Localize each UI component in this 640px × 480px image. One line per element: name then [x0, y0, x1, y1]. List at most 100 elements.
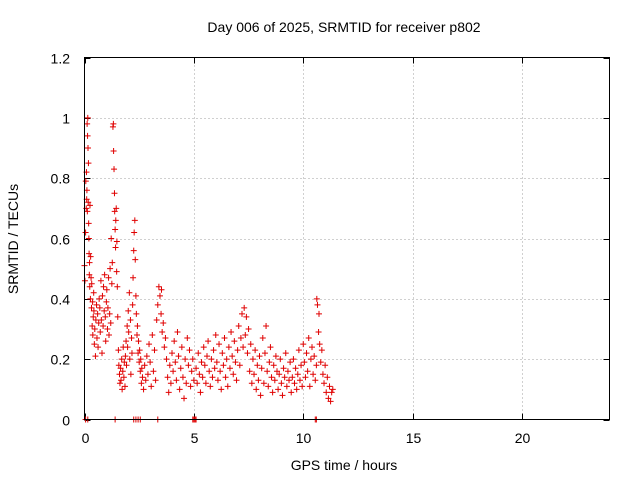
- data-point: [139, 374, 146, 381]
- data-point: [149, 332, 156, 339]
- data-point: [88, 274, 95, 281]
- data-point: [162, 335, 169, 342]
- data-point: [114, 283, 121, 290]
- data-point: [232, 359, 239, 366]
- data-point: [134, 332, 140, 339]
- data-point: [115, 347, 122, 354]
- data-point: [151, 347, 158, 354]
- data-point: [120, 374, 127, 381]
- data-point: [111, 166, 118, 173]
- data-point: [322, 362, 329, 369]
- data-point: [84, 114, 91, 121]
- data-point: [136, 359, 143, 366]
- data-point: [86, 202, 93, 209]
- data-point: [292, 365, 299, 372]
- data-point: [124, 322, 131, 329]
- data-point: [219, 350, 226, 357]
- data-point: [146, 341, 153, 348]
- data-point: [275, 386, 282, 393]
- data-point: [319, 371, 326, 378]
- data-point: [239, 310, 245, 317]
- data-point: [96, 295, 103, 302]
- data-point: [116, 380, 123, 387]
- data-point: [119, 368, 126, 375]
- data-point: [195, 350, 202, 357]
- data-point: [279, 392, 286, 399]
- data-point: [140, 386, 147, 393]
- data-point: [312, 377, 319, 384]
- data-point: [202, 380, 209, 387]
- data-point: [95, 319, 102, 326]
- data-point: [299, 383, 306, 390]
- data-point: [132, 256, 139, 263]
- data-point: [265, 383, 272, 390]
- data-point: [263, 322, 270, 329]
- data-point: [115, 362, 122, 369]
- data-point: [171, 338, 178, 345]
- data-point: [99, 350, 105, 357]
- data-point: [213, 359, 220, 366]
- x-axis-title: GPS time / hours: [291, 457, 398, 473]
- data-point: [210, 347, 217, 354]
- data-point: [138, 365, 145, 372]
- data-point: [125, 307, 132, 314]
- data-point: [112, 244, 119, 251]
- data-point: [94, 310, 101, 317]
- data-point: [121, 359, 128, 366]
- data-point: [271, 377, 278, 384]
- data-point: [85, 220, 92, 227]
- data-point: [240, 344, 247, 351]
- data-point: [264, 368, 271, 375]
- data-point: [249, 356, 256, 363]
- data-point: [251, 371, 258, 378]
- data-point: [82, 229, 89, 236]
- data-point: [167, 380, 174, 387]
- data-point: [198, 359, 205, 366]
- x-tick-label: 0: [82, 430, 90, 446]
- data-point: [302, 374, 309, 381]
- data-point: [85, 235, 92, 242]
- data-point: [176, 386, 183, 393]
- data-point: [301, 359, 308, 366]
- data-point: [257, 392, 264, 399]
- data-point: [109, 259, 116, 266]
- data-point: [114, 313, 121, 320]
- x-tick-label: 5: [191, 430, 199, 446]
- data-point: [311, 353, 318, 360]
- data-point: [313, 362, 320, 369]
- data-point: [128, 350, 135, 357]
- data-point: [111, 190, 118, 197]
- data-point: [133, 310, 140, 317]
- data-point: [187, 383, 194, 390]
- data-point: [291, 380, 298, 387]
- data-point: [186, 347, 193, 354]
- data-point: [124, 344, 131, 351]
- data-point: [329, 386, 336, 393]
- data-point: [100, 283, 107, 290]
- data-point: [144, 371, 151, 378]
- chart-title: Day 006 of 2025, SRMTID for receiver p80…: [207, 19, 480, 35]
- y-tick-label: 0.4: [51, 292, 71, 308]
- data-point: [86, 250, 93, 257]
- data-point: [104, 304, 111, 311]
- data-point: [161, 344, 168, 351]
- data-point: [88, 280, 95, 287]
- data-point: [136, 347, 143, 354]
- data-point: [163, 356, 170, 363]
- data-point: [175, 353, 182, 360]
- data-point: [218, 386, 225, 393]
- data-point: [160, 319, 167, 326]
- data-point: [196, 371, 203, 378]
- data-point: [123, 338, 130, 345]
- data-point: [268, 374, 275, 381]
- data-point: [326, 383, 333, 390]
- data-point: [87, 253, 94, 260]
- data-point: [89, 322, 96, 329]
- data-point: [159, 329, 166, 336]
- data-point: [137, 368, 144, 375]
- data-point: [135, 350, 142, 357]
- data-point: [185, 362, 192, 369]
- data-point: [199, 374, 206, 381]
- data-point: [274, 368, 280, 375]
- data-point: [173, 377, 180, 384]
